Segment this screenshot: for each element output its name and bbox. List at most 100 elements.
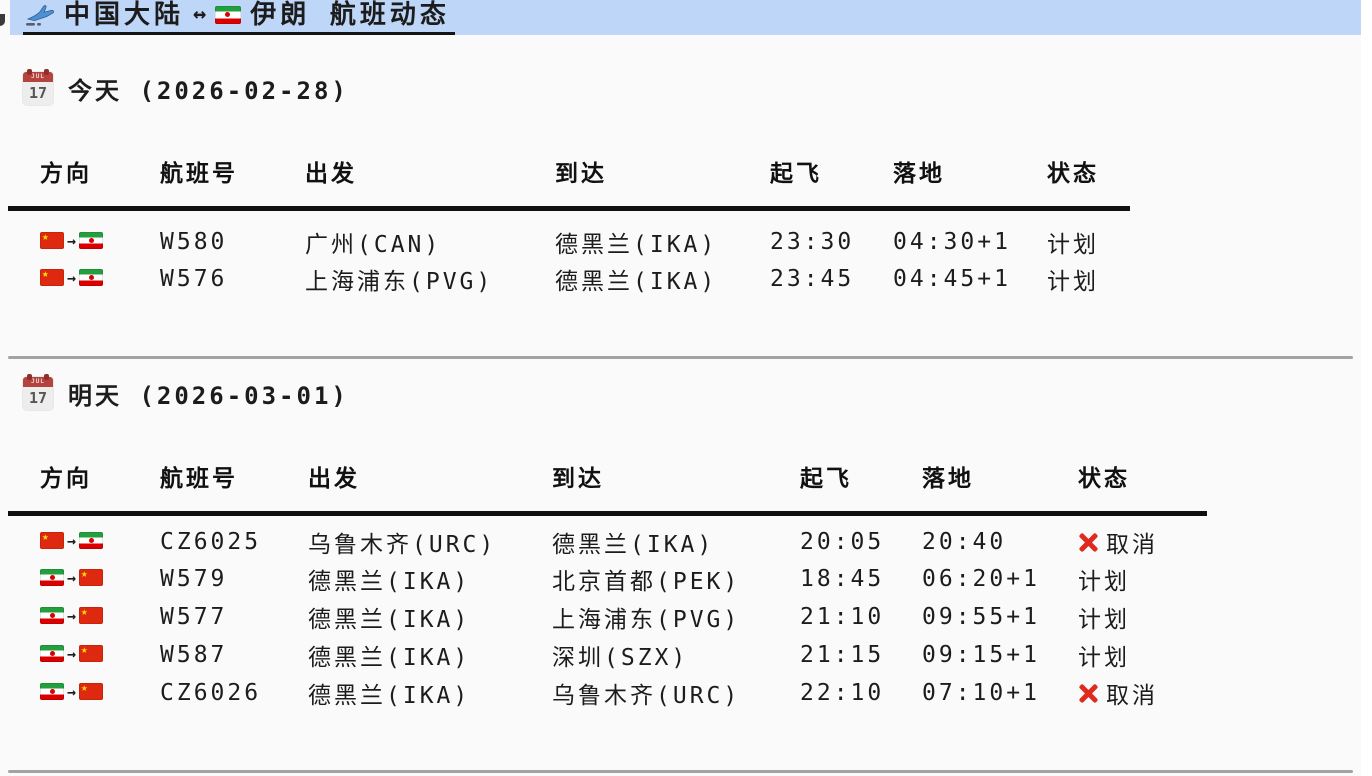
status-text: 计划 xyxy=(1078,569,1130,595)
arrival-cell: 乌鲁木齐(URC) xyxy=(552,683,741,709)
column-header-departure: 出发 xyxy=(308,453,552,516)
section-heading-text: 明天 (2026-03-01) xyxy=(68,381,349,410)
direction-cell: → xyxy=(8,560,160,598)
direction-cell: → xyxy=(8,598,160,636)
landing-time-cell: 20:40 xyxy=(922,529,1007,556)
column-header-landing: 落地 xyxy=(893,148,1047,211)
departure-cell: 广州(CAN) xyxy=(305,232,442,259)
takeoff-time-cell: 23:45 xyxy=(770,266,855,292)
status-cell: 取消 xyxy=(1078,513,1207,560)
status-cell: 计划 xyxy=(1078,636,1207,674)
column-header-flight-no: 航班号 xyxy=(160,453,308,516)
direction-arrow-icon: → xyxy=(67,268,77,287)
status-text: 取消 xyxy=(1106,683,1158,709)
column-header-arrival: 到达 xyxy=(555,148,770,211)
departure-cell: 乌鲁木齐(URC) xyxy=(308,532,497,559)
arrival-cell: 上海浦东(PVG) xyxy=(552,607,741,633)
column-header-status: 状态 xyxy=(1047,148,1130,211)
china-flag-icon xyxy=(79,641,104,662)
direction-arrow-icon: → xyxy=(67,531,77,550)
arrival-cell: 德黑兰(IKA) xyxy=(555,232,718,259)
departure-cell: 德黑兰(IKA) xyxy=(308,683,471,709)
takeoff-time-cell: 21:10 xyxy=(800,604,885,630)
iran-flag-icon xyxy=(40,569,64,586)
direction-arrow-icon: → xyxy=(67,568,77,587)
direction-cell: → xyxy=(8,260,160,298)
takeoff-time-cell: 22:10 xyxy=(800,680,885,706)
iran-flag-icon xyxy=(40,683,64,700)
title-text-china: 中国大陆 xyxy=(64,0,185,30)
landing-time-cell: 09:55+1 xyxy=(922,604,1040,630)
cancel-icon xyxy=(1078,532,1099,553)
sections-container: JUL 17 今天 (2026-02-28) 方向 航班号 出发 到达 起飞 落… xyxy=(0,68,1361,773)
calendar-month-label: JUL xyxy=(23,71,53,82)
status-cell: 计划 xyxy=(1078,598,1207,636)
calendar-day-label: 17 xyxy=(28,84,48,102)
iran-flag-icon xyxy=(40,607,64,624)
table-body: → W580 广州(CAN) 德黑兰(IKA) 23:30 04:30+1 计划… xyxy=(8,208,1130,298)
column-header-departure: 出发 xyxy=(305,148,555,211)
direction-cell: → xyxy=(8,674,160,712)
screen-edge-artifact xyxy=(0,14,5,26)
iran-flag-icon xyxy=(79,532,104,550)
landing-time-cell: 09:15+1 xyxy=(922,642,1040,668)
table-row: → W580 广州(CAN) 德黑兰(IKA) 23:30 04:30+1 计划 xyxy=(8,208,1130,260)
landing-time-cell: 04:30+1 xyxy=(893,229,1011,256)
bidirectional-arrow-icon: ↔ xyxy=(193,2,207,27)
direction-cell: → xyxy=(8,208,160,260)
calendar-month-label: JUL xyxy=(23,376,53,387)
flight-number-cell: CZ6025 xyxy=(160,529,262,556)
flight-table: 方向 航班号 出发 到达 起飞 落地 状态 → CZ6025 乌鲁木齐(URC)… xyxy=(8,453,1207,712)
direction-cell: → xyxy=(8,636,160,674)
flight-number-cell: CZ6026 xyxy=(160,680,262,706)
china-flag-icon xyxy=(79,679,104,700)
china-flag-icon xyxy=(40,228,64,250)
direction-arrow-icon: → xyxy=(67,644,77,663)
section-heading: JUL 17 今天 (2026-02-28) xyxy=(0,68,1361,105)
flight-number-cell: W577 xyxy=(160,604,228,630)
arrival-cell: 德黑兰(IKA) xyxy=(552,532,715,559)
horizontal-divider xyxy=(8,770,1353,773)
section-heading: JUL 17 明天 (2026-03-01) xyxy=(0,373,1361,410)
arrival-cell: 德黑兰(IKA) xyxy=(555,269,718,295)
flight-number-cell: W587 xyxy=(160,642,228,668)
flight-day-section: JUL 17 今天 (2026-02-28) 方向 航班号 出发 到达 起飞 落… xyxy=(0,68,1361,298)
calendar-icon: JUL 17 xyxy=(23,68,53,105)
takeoff-time-cell: 23:30 xyxy=(770,229,855,256)
status-text: 计划 xyxy=(1078,607,1130,633)
china-flag-icon xyxy=(79,565,104,586)
flight-table: 方向 航班号 出发 到达 起飞 落地 状态 → W580 广州(CAN) 德黑兰… xyxy=(8,148,1130,298)
cancel-icon xyxy=(1078,683,1099,704)
status-cell: 计划 xyxy=(1078,560,1207,598)
status-cell: 计划 xyxy=(1047,260,1130,298)
column-header-direction: 方向 xyxy=(8,453,160,516)
column-header-arrival: 到达 xyxy=(552,453,800,516)
column-header-status: 状态 xyxy=(1078,453,1207,516)
column-header-takeoff: 起飞 xyxy=(800,453,922,516)
arrival-cell: 北京首都(PEK) xyxy=(552,569,741,595)
table-row: → W587 德黑兰(IKA) 深圳(SZX) 21:15 09:15+1 计划 xyxy=(8,636,1207,674)
page-title: 中国大陆 ↔ 伊朗 航班动态 xyxy=(23,0,455,35)
calendar-day-label: 17 xyxy=(28,389,48,407)
direction-arrow-icon: → xyxy=(67,606,77,625)
china-flag-icon xyxy=(79,603,104,624)
direction-arrow-icon: → xyxy=(67,682,77,701)
airplane-departure-icon xyxy=(26,5,54,26)
departure-cell: 德黑兰(IKA) xyxy=(308,645,471,671)
status-text: 计划 xyxy=(1047,232,1099,259)
column-header-direction: 方向 xyxy=(8,148,160,211)
calendar-icon: JUL 17 xyxy=(23,373,53,410)
status-text: 计划 xyxy=(1047,269,1099,295)
takeoff-time-cell: 21:15 xyxy=(800,642,885,668)
departure-cell: 上海浦东(PVG) xyxy=(305,269,494,295)
title-bar: 中国大陆 ↔ 伊朗 航班动态 xyxy=(10,0,1361,35)
china-flag-icon xyxy=(40,265,64,286)
column-header-landing: 落地 xyxy=(922,453,1078,516)
iran-flag-icon xyxy=(79,269,104,286)
title-text-iran: 伊朗 航班动态 xyxy=(250,0,450,30)
china-flag-icon xyxy=(40,528,64,550)
direction-arrow-icon: → xyxy=(67,231,77,250)
iran-flag-icon xyxy=(215,6,242,24)
arrival-cell: 深圳(SZX) xyxy=(552,645,689,671)
